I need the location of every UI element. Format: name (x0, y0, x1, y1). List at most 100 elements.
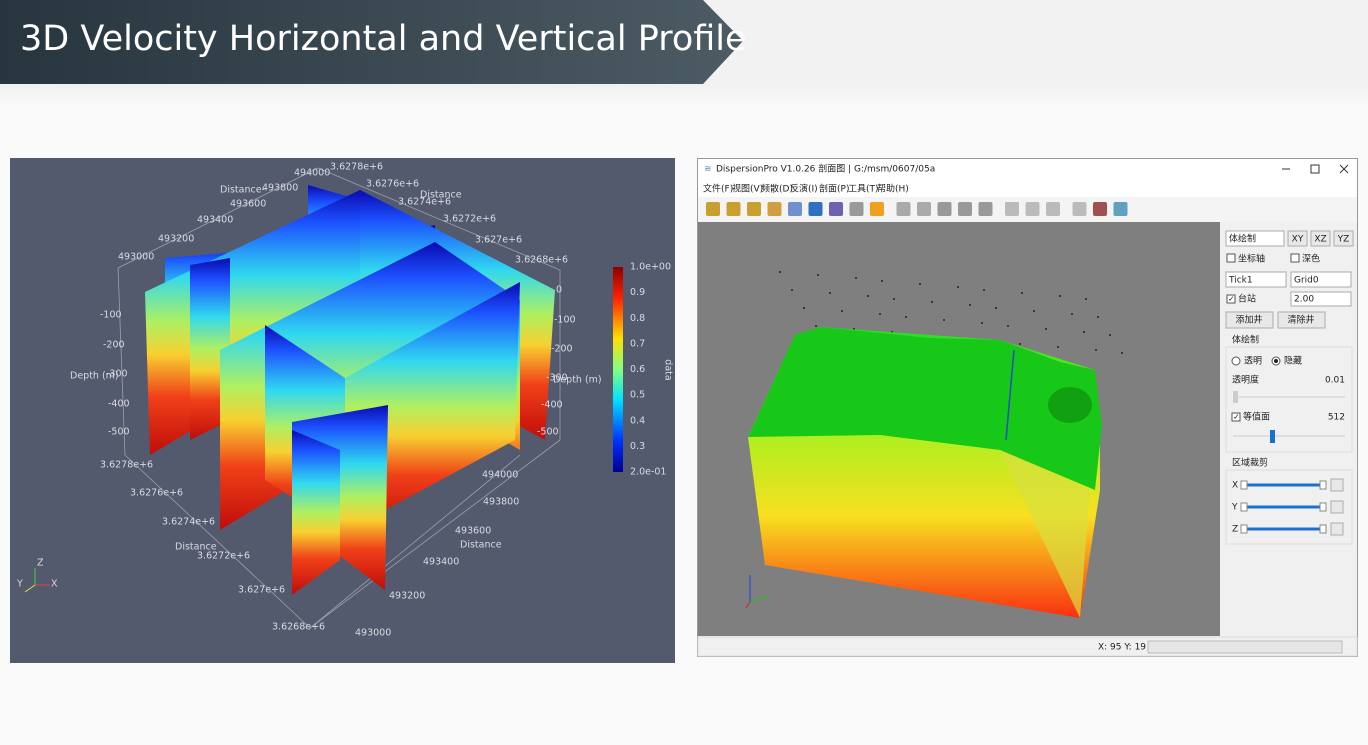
tick-label: 493200 (158, 234, 194, 245)
reset-button[interactable] (1330, 478, 1344, 492)
tick-label: 3.627e+6 (475, 235, 522, 246)
tool-button[interactable] (808, 202, 823, 216)
dropdown[interactable] (1225, 271, 1287, 288)
window-controls[interactable] (1282, 164, 1349, 174)
station (1019, 343, 1021, 345)
button[interactable] (1277, 311, 1326, 329)
view-button[interactable] (1287, 230, 1308, 247)
tool-button[interactable] (1025, 202, 1040, 216)
station (867, 295, 869, 297)
reset-button[interactable] (1330, 500, 1344, 514)
spinbox[interactable] (1290, 291, 1352, 307)
station (815, 325, 817, 327)
tick-label: 493600 (455, 526, 491, 537)
tool-button[interactable] (1005, 202, 1019, 216)
tick-label: 0 (556, 285, 562, 296)
reset-button[interactable] (1330, 522, 1344, 536)
checkbox[interactable] (1226, 253, 1236, 263)
button-label: 清除井 (1287, 314, 1314, 326)
colorbar-tick-label: 0.7 (630, 338, 645, 349)
tick-label: 3.6278e+6 (330, 162, 383, 173)
clip-label: X (1232, 481, 1238, 491)
menu-item[interactable]: 工具(T) (848, 184, 879, 195)
menu-item[interactable]: 频散(D) (761, 183, 793, 195)
station (957, 286, 959, 288)
slider-label: 透明度 (1232, 374, 1259, 386)
tool-button[interactable] (829, 202, 843, 216)
station (881, 280, 883, 282)
clip-handle[interactable] (1240, 480, 1248, 490)
colorbar (613, 267, 623, 472)
tool-button[interactable] (896, 202, 911, 216)
colorbar-tick-label: 1.0e+00 (630, 262, 671, 273)
station (1007, 325, 1009, 327)
radio[interactable] (1231, 356, 1241, 366)
dropdown-text: Tick1 (1228, 276, 1253, 286)
station (969, 304, 971, 306)
tool-button[interactable] (706, 202, 720, 216)
station (905, 316, 907, 318)
checkbox-label: 台站 (1238, 293, 1256, 305)
orientation-axes: Z Y X (16, 558, 58, 593)
clip-handle[interactable] (1240, 524, 1248, 534)
colorbar-title: data (663, 359, 674, 380)
station (893, 298, 895, 300)
velocity-walls (145, 185, 555, 595)
slider-handle[interactable] (1270, 430, 1275, 443)
station (855, 277, 857, 279)
axis-label: Distance- (220, 185, 265, 196)
tick-label: 494000 (294, 168, 330, 179)
slider-handle[interactable] (1233, 391, 1238, 403)
menu-item[interactable]: 视图(V) (732, 183, 763, 195)
clip-handle[interactable] (1319, 480, 1327, 490)
tool-button[interactable] (937, 202, 952, 216)
checkbox[interactable] (1231, 412, 1241, 422)
colorbar-tick-label: 0.3 (630, 441, 645, 452)
view-button[interactable] (1333, 230, 1354, 247)
tool-button[interactable] (767, 202, 782, 216)
radio-dot (1274, 359, 1278, 363)
menu-item[interactable]: 剖面(P) (819, 183, 849, 195)
station (981, 322, 983, 324)
tool-button[interactable] (1093, 202, 1107, 216)
clip-handle[interactable] (1319, 502, 1327, 512)
dropdown[interactable] (1225, 230, 1285, 247)
tool-button[interactable] (1072, 202, 1087, 216)
checkbox[interactable] (1226, 294, 1236, 304)
dropdown-text: Grid0 (1294, 276, 1319, 286)
tool-button[interactable] (870, 202, 884, 216)
tool-button[interactable] (958, 202, 972, 216)
checkbox[interactable] (1290, 253, 1300, 263)
tick-label: -100 (100, 310, 122, 321)
tick-label: -300 (106, 369, 128, 380)
tool-button[interactable] (747, 202, 761, 216)
tool-button[interactable] (1046, 202, 1060, 216)
tick-label: -100 (554, 315, 576, 326)
checkbox-value: 512 (1328, 413, 1345, 423)
station (803, 307, 805, 309)
menu-item[interactable]: 文件(F) (703, 183, 733, 195)
view-button[interactable] (1310, 230, 1331, 247)
clip-handle[interactable] (1319, 524, 1327, 534)
menu-item[interactable]: 反演(I) (790, 183, 818, 195)
station (1057, 346, 1059, 348)
tool-button[interactable] (978, 202, 993, 216)
station (791, 289, 793, 291)
tool-button[interactable] (1113, 202, 1128, 216)
tick-label: 494000 (482, 470, 518, 481)
menu-item[interactable]: 帮助(H) (877, 183, 909, 195)
clip-handle[interactable] (1240, 502, 1248, 512)
tool-button[interactable] (849, 202, 864, 216)
button[interactable] (1225, 311, 1274, 329)
tick-label: 3.6268e+6 (272, 622, 325, 633)
dropdown[interactable] (1290, 271, 1352, 288)
station (1095, 349, 1097, 351)
tick-label: 493200 (389, 591, 425, 602)
axis-letter: X (51, 579, 58, 590)
tool-button[interactable] (726, 202, 741, 216)
tool-button[interactable] (917, 202, 931, 216)
tool-button[interactable] (788, 202, 802, 216)
station (931, 301, 933, 303)
station (943, 319, 945, 321)
spinbox-value: 2.00 (1294, 295, 1314, 305)
